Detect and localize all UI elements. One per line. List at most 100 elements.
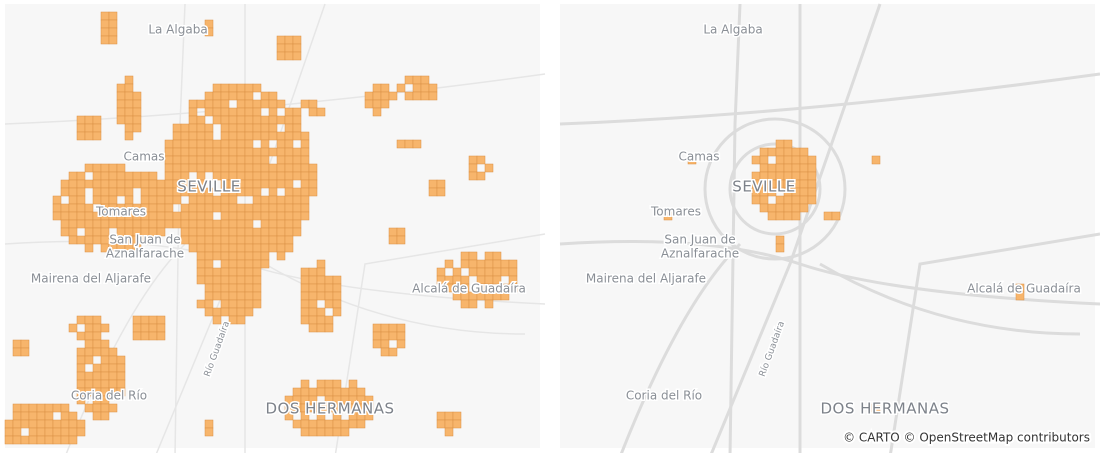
grid-cell [220, 267, 230, 277]
grid-cell [60, 411, 70, 421]
grid-cell [156, 323, 166, 333]
grid-cell [775, 139, 785, 149]
grid-cell [20, 411, 30, 421]
grid-cell [388, 227, 398, 237]
grid-cell [108, 379, 118, 389]
grid-cell [204, 307, 214, 317]
grid-cell [300, 299, 310, 309]
grid-cell [212, 99, 222, 109]
grid-cell [260, 131, 270, 141]
grid-cell [196, 147, 206, 157]
grid-cell [276, 51, 286, 61]
grid-cell [492, 251, 502, 261]
grid-cell [484, 251, 494, 261]
grid-cell [196, 155, 206, 165]
grid-cell [124, 83, 134, 93]
grid-cell [300, 275, 310, 285]
grid-cell [284, 203, 294, 213]
grid-cell [300, 187, 310, 197]
grid-cell [228, 251, 238, 261]
grid-cell [164, 219, 174, 229]
grid-cell [308, 179, 318, 189]
grid-cell [775, 195, 785, 205]
grid-cell [292, 163, 302, 173]
grid-cell [388, 91, 398, 101]
grid-cell [276, 243, 286, 253]
grid-cell [252, 299, 262, 309]
grid-cell [12, 411, 22, 421]
grid-cell [292, 187, 302, 197]
grid-cell [260, 171, 270, 181]
grid-cell [100, 403, 110, 413]
grid-cell [284, 171, 294, 181]
grid-cell [108, 19, 118, 29]
grid-cell [76, 123, 86, 133]
grid-cell [204, 139, 214, 149]
grid-cell [124, 107, 134, 117]
grid-cell [332, 283, 342, 293]
place-label: Tomares [650, 205, 701, 219]
grid-cell [204, 211, 214, 221]
grid-cell [348, 419, 358, 429]
grid-cell [316, 107, 326, 117]
grid-cell [84, 323, 94, 333]
grid-cell [316, 307, 326, 317]
grid-cell [300, 427, 310, 437]
grid-cell [284, 147, 294, 157]
grid-cell [108, 163, 118, 173]
grid-cell [172, 195, 182, 205]
grid-cell [60, 403, 70, 413]
grid-cell [236, 131, 246, 141]
grid-cell [68, 435, 78, 445]
grid-cell [180, 163, 190, 173]
grid-cell [759, 147, 769, 157]
grid-cell [100, 347, 110, 357]
grid-cell [799, 179, 809, 189]
grid-cell [92, 163, 102, 173]
grid-cell [420, 91, 430, 101]
grid-cell [132, 243, 142, 253]
grid-cell [380, 331, 390, 341]
grid-cell [156, 179, 166, 189]
grid-cell [775, 211, 785, 221]
grid-cell [12, 435, 22, 445]
grid-cell [228, 115, 238, 125]
grid-cell [308, 107, 318, 117]
grid-cell [236, 147, 246, 157]
grid-cell [284, 227, 294, 237]
grid-cell [236, 163, 246, 173]
grid-cell [44, 435, 54, 445]
grid-cell [380, 323, 390, 333]
grid-cell [188, 219, 198, 229]
hex-grid-layer [663, 139, 1025, 413]
grid-cell [132, 123, 142, 133]
grid-cell [92, 315, 102, 325]
grid-cell [164, 139, 174, 149]
road [889, 232, 1100, 453]
grid-cell [100, 235, 110, 245]
grid-cell [92, 179, 102, 189]
grid-cell [140, 171, 150, 181]
grid-cell [212, 243, 222, 253]
grid-cell [196, 99, 206, 109]
grid-cell [228, 219, 238, 229]
grid-cell [460, 259, 470, 269]
grid-cell [268, 123, 278, 133]
grid-cell [444, 427, 454, 437]
grid-cell [324, 323, 334, 333]
grid-cell [172, 139, 182, 149]
grid-cell [92, 347, 102, 357]
grid-cell [300, 171, 310, 181]
grid-cell [92, 131, 102, 141]
grid-cell [324, 299, 334, 309]
grid-cell [140, 315, 150, 325]
grid-cell [508, 259, 518, 269]
grid-cell [767, 211, 777, 221]
grid-cell [831, 211, 841, 221]
grid-cell [396, 227, 406, 237]
grid-cell [124, 195, 134, 205]
grid-cell [220, 243, 230, 253]
grid-cell [244, 275, 254, 285]
grid-cell [244, 291, 254, 301]
